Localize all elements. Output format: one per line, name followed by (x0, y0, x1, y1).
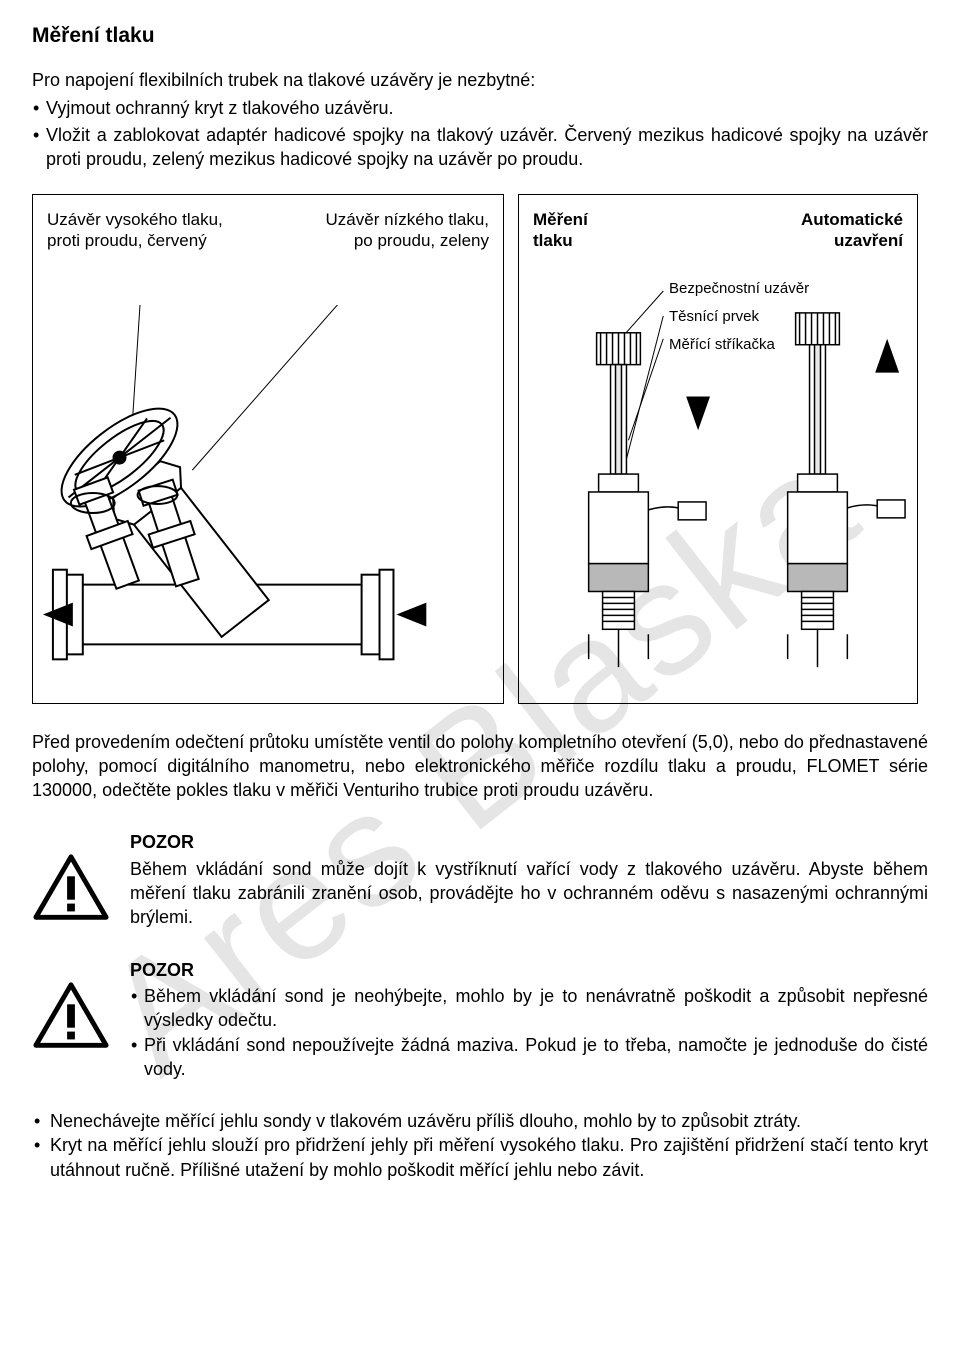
diagram-panels: Uzávěr vysokého tlaku, proti proudu, čer… (32, 194, 928, 704)
intro-bullet-1: Vyjmout ochranný kryt z tlakového uzávěr… (32, 96, 928, 120)
syringe-diagram (519, 280, 917, 700)
warning-1-body: Během vkládání sond může dojít k vystřík… (130, 857, 928, 930)
left-col2-l2: po proudu, zeleny (277, 230, 489, 251)
warning-2-title: POZOR (130, 958, 928, 982)
panel-valve: Uzávěr vysokého tlaku, proti proudu, čer… (32, 194, 504, 704)
intro-bullet-2: Vložit a zablokovat adaptér hadicové spo… (32, 123, 928, 172)
warning-block-1: POZOR Během vkládání sond může dojít k v… (32, 830, 928, 929)
right-col1-l1: Měření (533, 209, 711, 230)
right-col1: Měření tlaku (533, 209, 711, 252)
intro-lead: Pro napojení flexibilních trubek na tlak… (32, 68, 928, 92)
left-col1: Uzávěr vysokého tlaku, proti proudu, čer… (47, 209, 259, 252)
warning-1-title: POZOR (130, 830, 928, 854)
up-arrow-icon (875, 338, 899, 372)
flow-arrow-icon (396, 602, 426, 626)
warning-2-text: POZOR Během vkládání sond je neohýbejte,… (130, 958, 928, 1081)
page-title: Měření tlaku (32, 22, 928, 50)
left-col1-l2: proti proudu, červený (47, 230, 259, 251)
warning-triangle-icon (32, 852, 110, 924)
warning-1-text: POZOR Během vkládání sond může dojít k v… (130, 830, 928, 929)
warning-triangle-icon (32, 980, 110, 1052)
right-col2: Automatické uzavření (725, 209, 903, 252)
tail-b1: Nenechávejte měřící jehlu sondy v tlakov… (32, 1109, 928, 1133)
right-col2-l2: uzavření (725, 230, 903, 251)
panel-syringe: Měření tlaku Automatické uzavření Bezpeč… (518, 194, 918, 704)
valve-diagram (33, 305, 503, 700)
panel-right-headers: Měření tlaku Automatické uzavření (519, 195, 917, 252)
warning-2-b2: Při vkládání sond nepoužívejte žádná maz… (130, 1033, 928, 1082)
left-col1-l1: Uzávěr vysokého tlaku, (47, 209, 259, 230)
warning-block-2: POZOR Během vkládání sond je neohýbejte,… (32, 958, 928, 1081)
tail-bullets: Nenechávejte měřící jehlu sondy v tlakov… (32, 1109, 928, 1182)
panel-left-headers: Uzávěr vysokého tlaku, proti proudu, čer… (33, 195, 503, 252)
warning-2-b1: Během vkládání sond je neohýbejte, mohlo… (130, 984, 928, 1033)
intro-block: Pro napojení flexibilních trubek na tlak… (32, 68, 928, 171)
left-col2: Uzávěr nízkého tlaku, po proudu, zeleny (277, 209, 489, 252)
mid-paragraph: Před provedením odečtení průtoku umístět… (32, 730, 928, 803)
tail-b2: Kryt na měřící jehlu slouží pro přidržen… (32, 1133, 928, 1182)
down-arrow-icon (686, 396, 710, 430)
right-col1-l2: tlaku (533, 230, 711, 251)
left-col2-l1: Uzávěr nízkého tlaku, (277, 209, 489, 230)
right-col2-l1: Automatické (725, 209, 903, 230)
